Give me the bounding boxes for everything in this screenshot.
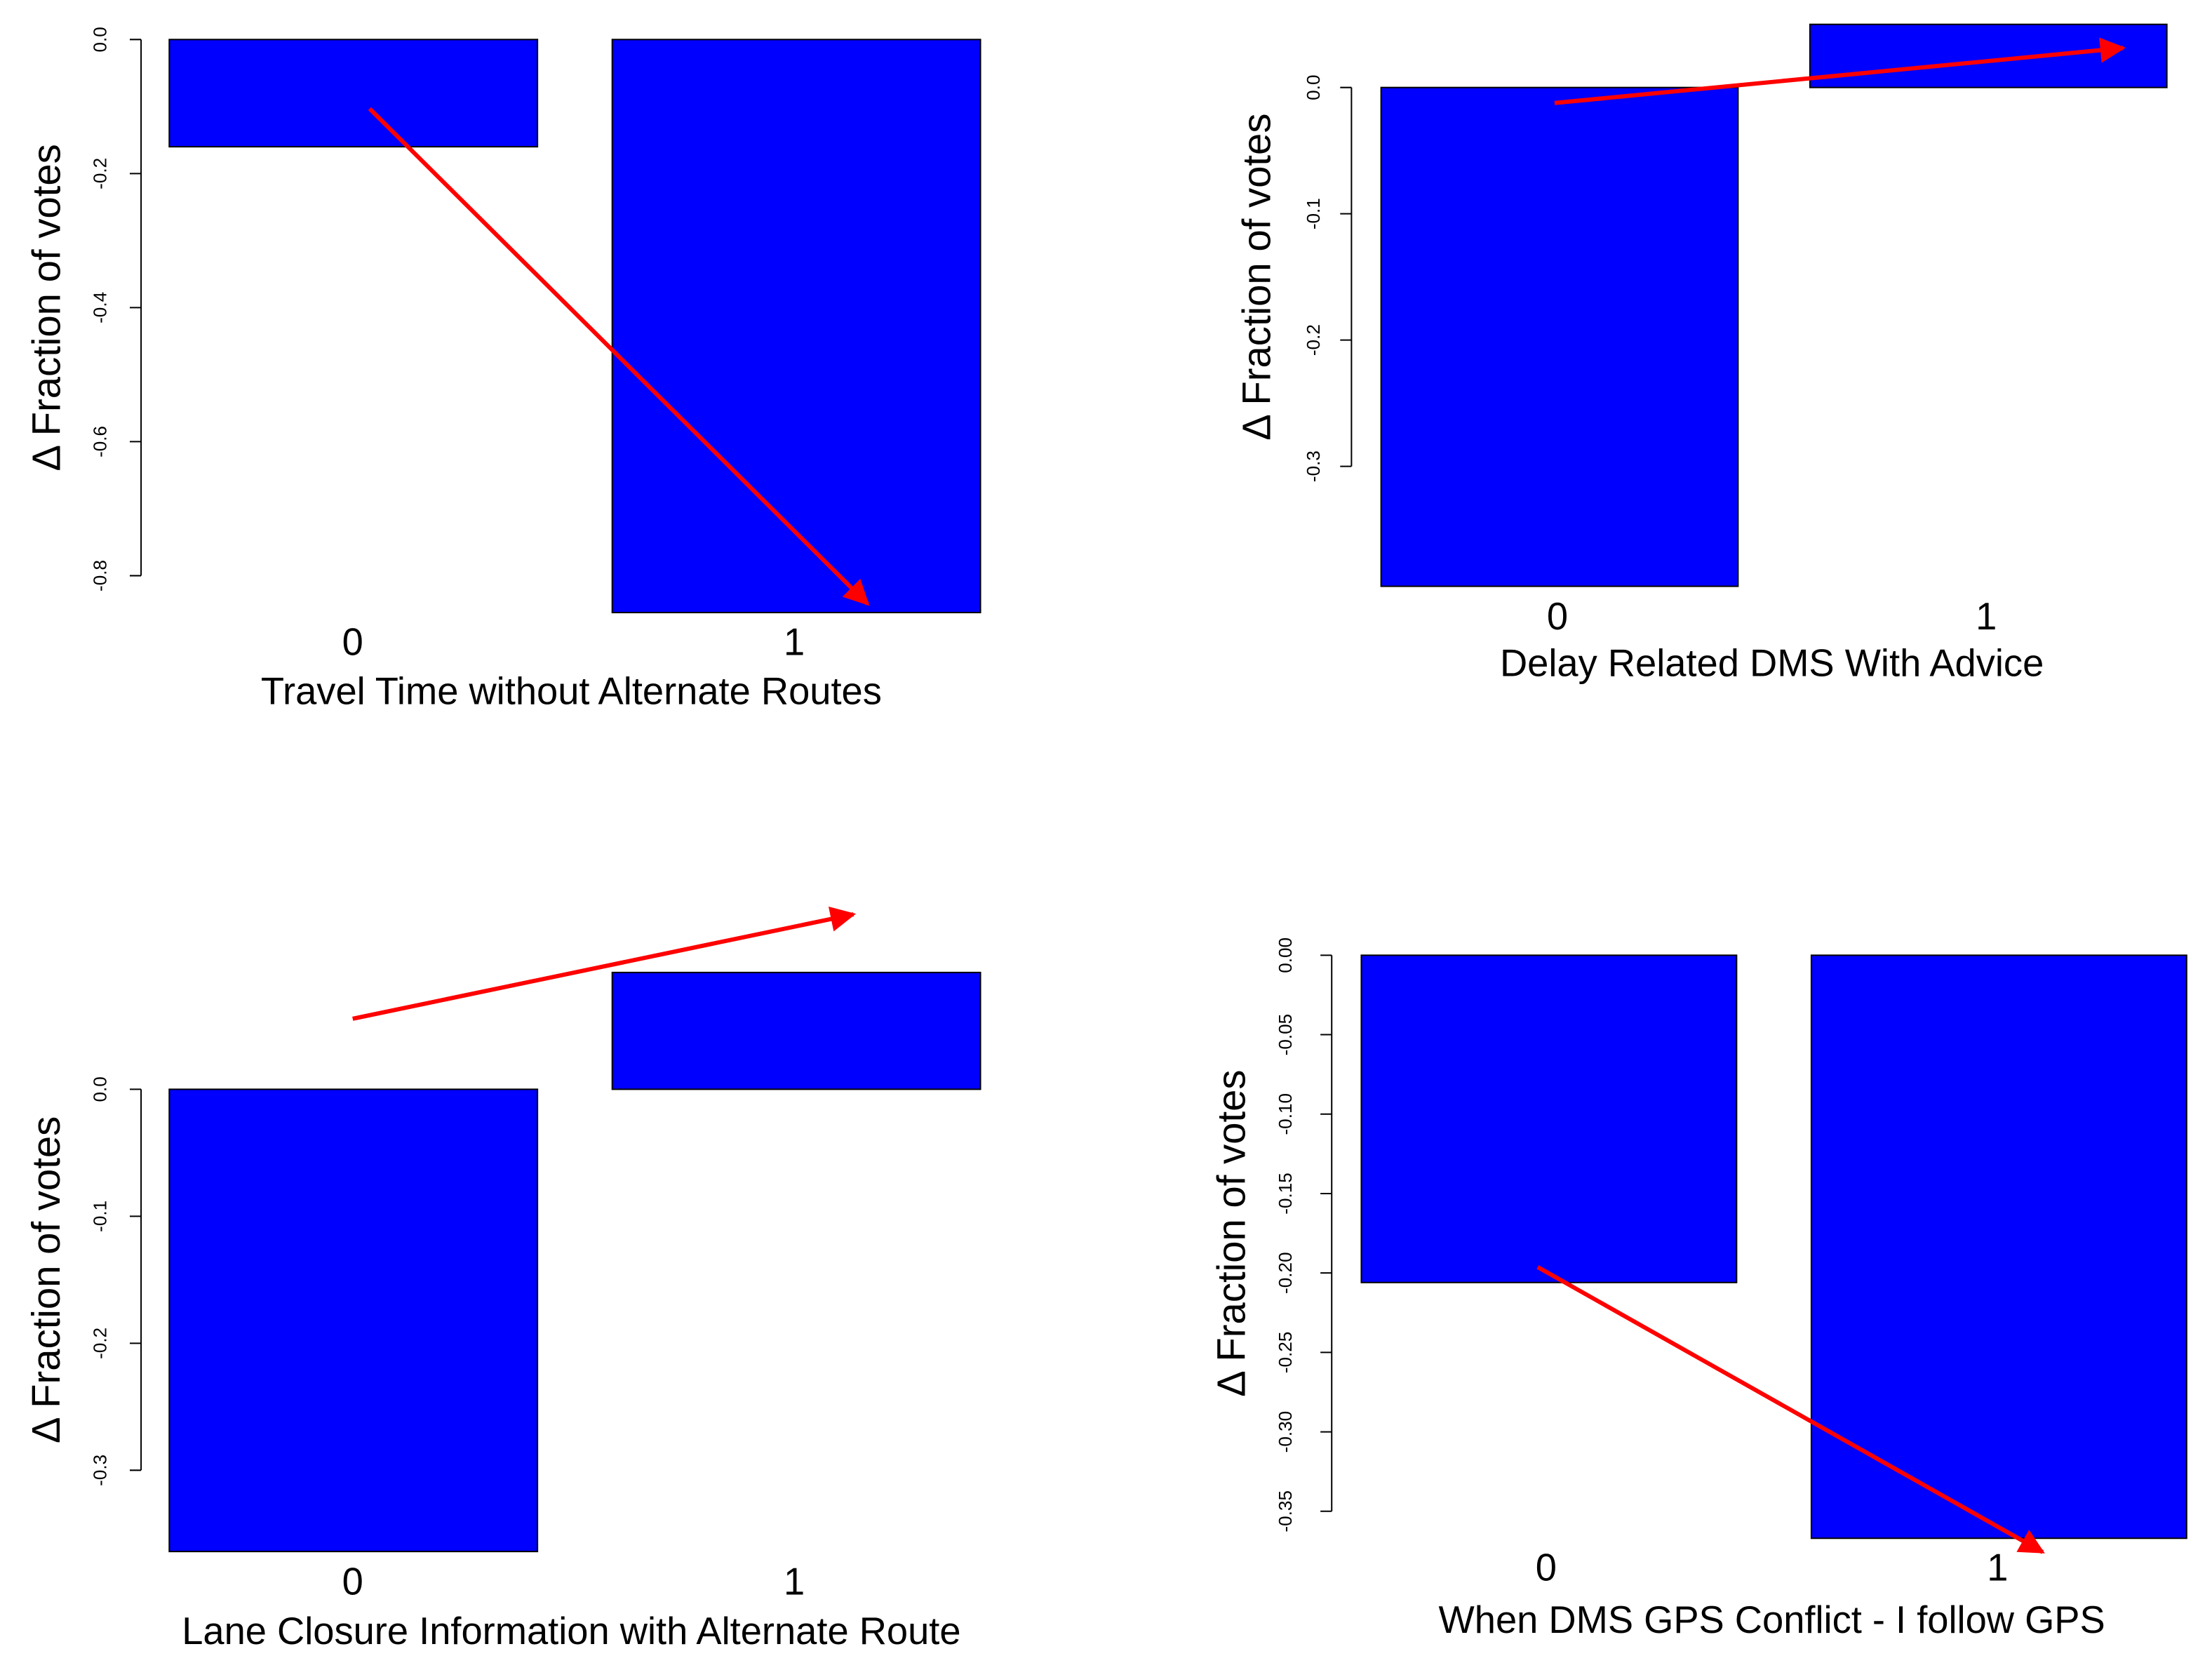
x-tick-label: 1 — [1976, 595, 1997, 638]
y-tick-label: -0.2 — [1303, 324, 1324, 356]
y-tick-label: -0.2 — [90, 1328, 111, 1359]
trend-arrow — [352, 906, 857, 1021]
x-tick-label: 1 — [1987, 1546, 2008, 1589]
x-axis-label: Delay Related DMS With Advice — [1500, 641, 2044, 684]
trend-arrow — [368, 107, 870, 606]
y-tick-label: -0.3 — [1303, 450, 1324, 482]
y-tick-label: -0.35 — [1275, 1490, 1296, 1532]
x-tick-label: 1 — [784, 1561, 805, 1603]
x-axis-label: Travel Time without Alternate Routes — [261, 670, 882, 713]
trend-arrow — [1554, 37, 2126, 105]
y-tick-label: -0.20 — [1275, 1252, 1296, 1294]
y-tick-label: -0.3 — [90, 1455, 111, 1486]
y-tick-label: -0.30 — [1275, 1411, 1296, 1453]
y-tick-label: -0.1 — [90, 1201, 111, 1232]
x-tick-label: 0 — [342, 620, 363, 663]
bar — [168, 39, 539, 148]
y-tick-label: -0.05 — [1275, 1014, 1296, 1056]
y-tick-label: 0.00 — [1275, 937, 1296, 973]
x-tick-label: 0 — [1547, 595, 1568, 638]
y-tick-label: -0.25 — [1275, 1332, 1296, 1374]
y-axis-label: Δ Fraction of votes — [24, 144, 68, 471]
y-tick-label: -0.10 — [1275, 1093, 1296, 1135]
x-axis-label: When DMS GPS Conflict - I follow GPS — [1439, 1598, 2105, 1641]
x-tick-label: 0 — [1536, 1546, 1557, 1589]
y-tick-label: -0.2 — [90, 158, 111, 189]
bar — [611, 39, 981, 613]
y-tick-label: 0.0 — [1303, 75, 1324, 100]
y-tick-label: 0.0 — [90, 27, 111, 52]
bar — [1809, 23, 2168, 88]
y-axis-label: Δ Fraction of votes — [24, 1116, 68, 1443]
bar — [1810, 954, 2187, 1540]
y-tick-label: -0.4 — [90, 292, 111, 323]
bar — [1380, 86, 1739, 587]
trend-arrow — [1536, 1265, 2045, 1554]
y-tick-label: -0.15 — [1275, 1173, 1296, 1215]
y-axis-label: Δ Fraction of votes — [1209, 1069, 1253, 1396]
x-axis-label: Lane Closure Information with Alternate … — [182, 1610, 960, 1652]
y-tick-label: -0.8 — [90, 560, 111, 592]
bar — [1360, 954, 1738, 1283]
y-axis-label: Δ Fraction of votes — [1235, 113, 1279, 440]
bar — [611, 971, 981, 1090]
y-tick-label: -0.6 — [90, 426, 111, 458]
y-tick-label: 0.0 — [90, 1076, 111, 1102]
x-tick-label: 1 — [784, 620, 805, 663]
bar — [168, 1088, 539, 1553]
x-tick-label: 0 — [342, 1561, 363, 1603]
y-tick-label: -0.1 — [1303, 198, 1324, 229]
